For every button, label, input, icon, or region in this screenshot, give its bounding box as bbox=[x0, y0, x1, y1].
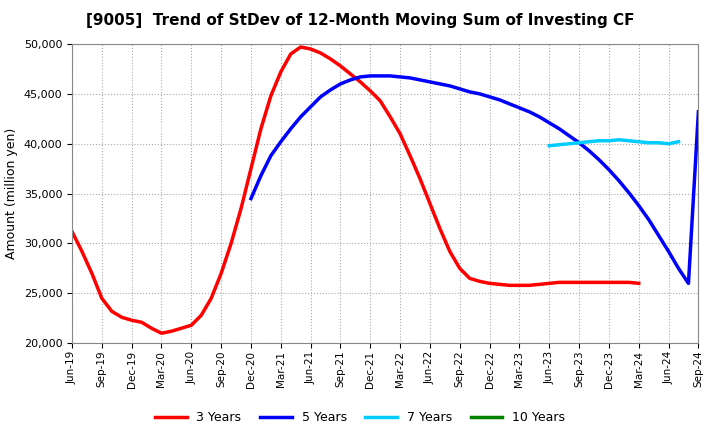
5 Years bbox=[426, 79, 434, 84]
7 Years bbox=[644, 140, 653, 145]
5 Years bbox=[446, 83, 454, 88]
5 Years bbox=[376, 73, 384, 79]
5 Years bbox=[515, 105, 523, 110]
7 Years bbox=[595, 138, 603, 143]
5 Years bbox=[595, 157, 603, 162]
7 Years bbox=[555, 142, 564, 147]
3 Years bbox=[217, 271, 225, 276]
3 Years bbox=[505, 283, 514, 288]
5 Years bbox=[644, 217, 653, 222]
3 Years bbox=[207, 296, 215, 301]
Line: 3 Years: 3 Years bbox=[72, 47, 639, 333]
Line: 5 Years: 5 Years bbox=[251, 76, 698, 283]
7 Years bbox=[624, 138, 633, 143]
Legend: 3 Years, 5 Years, 7 Years, 10 Years: 3 Years, 5 Years, 7 Years, 10 Years bbox=[150, 407, 570, 429]
5 Years bbox=[674, 266, 683, 271]
3 Years bbox=[634, 281, 643, 286]
5 Years bbox=[505, 101, 514, 106]
5 Years bbox=[406, 75, 415, 81]
7 Years bbox=[665, 141, 673, 147]
5 Years bbox=[555, 126, 564, 132]
7 Years bbox=[575, 140, 583, 145]
5 Years bbox=[276, 139, 285, 144]
5 Years bbox=[564, 133, 573, 139]
5 Years bbox=[356, 74, 364, 80]
7 Years bbox=[545, 143, 554, 148]
5 Years bbox=[605, 167, 613, 172]
5 Years bbox=[366, 73, 374, 79]
5 Years bbox=[247, 196, 256, 201]
5 Years bbox=[485, 94, 494, 99]
3 Years bbox=[68, 229, 76, 234]
Line: 7 Years: 7 Years bbox=[549, 140, 678, 146]
5 Years bbox=[386, 73, 395, 79]
5 Years bbox=[665, 249, 673, 254]
5 Years bbox=[415, 77, 424, 83]
5 Years bbox=[525, 109, 534, 114]
7 Years bbox=[634, 139, 643, 144]
5 Years bbox=[585, 148, 593, 154]
7 Years bbox=[615, 137, 624, 143]
5 Years bbox=[624, 190, 633, 195]
5 Years bbox=[475, 91, 484, 96]
5 Years bbox=[575, 140, 583, 145]
3 Years bbox=[157, 330, 166, 336]
3 Years bbox=[615, 280, 624, 285]
5 Years bbox=[615, 178, 624, 183]
5 Years bbox=[495, 97, 504, 103]
5 Years bbox=[346, 77, 355, 83]
5 Years bbox=[694, 109, 703, 114]
5 Years bbox=[297, 114, 305, 119]
5 Years bbox=[634, 203, 643, 208]
7 Years bbox=[585, 139, 593, 144]
5 Years bbox=[465, 89, 474, 95]
5 Years bbox=[545, 120, 554, 125]
7 Years bbox=[564, 141, 573, 147]
5 Years bbox=[336, 81, 345, 87]
5 Years bbox=[256, 173, 265, 178]
3 Years bbox=[564, 280, 573, 285]
5 Years bbox=[316, 94, 325, 99]
7 Years bbox=[674, 139, 683, 144]
5 Years bbox=[266, 153, 275, 158]
5 Years bbox=[535, 114, 544, 119]
5 Years bbox=[436, 81, 444, 87]
Y-axis label: Amount (million yen): Amount (million yen) bbox=[5, 128, 18, 259]
3 Years bbox=[465, 276, 474, 281]
5 Years bbox=[654, 233, 663, 238]
3 Years bbox=[297, 44, 305, 50]
5 Years bbox=[456, 86, 464, 92]
7 Years bbox=[605, 138, 613, 143]
5 Years bbox=[306, 104, 315, 110]
7 Years bbox=[654, 140, 663, 145]
Text: [9005]  Trend of StDev of 12-Month Moving Sum of Investing CF: [9005] Trend of StDev of 12-Month Moving… bbox=[86, 13, 634, 28]
5 Years bbox=[326, 87, 335, 92]
5 Years bbox=[287, 126, 295, 132]
5 Years bbox=[684, 281, 693, 286]
5 Years bbox=[396, 74, 405, 80]
